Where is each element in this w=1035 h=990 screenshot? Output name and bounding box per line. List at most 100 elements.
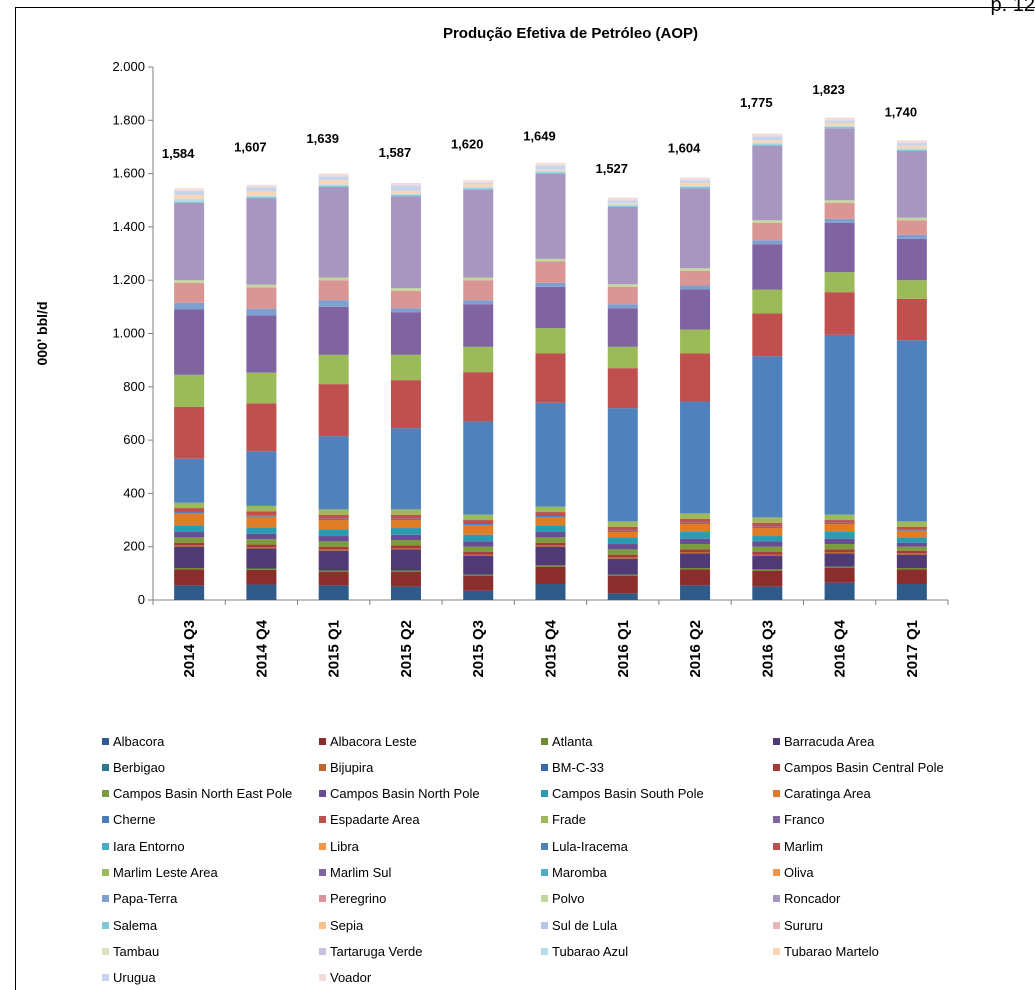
bar-segment [752,133,783,137]
bar-segment [535,169,566,171]
legend-label: Berbigao [113,759,166,775]
bar-segment [246,533,277,540]
bar-segment [607,532,638,538]
bar-segment [752,552,783,555]
bar-segment [463,574,494,577]
bar-segment [318,514,349,519]
bar-segment [607,197,638,201]
bar-segment [246,198,277,285]
legend-label: Tubarao Martelo [784,943,879,959]
bar-segment [896,584,927,600]
bar-segment [174,190,205,195]
bar-segment [463,182,494,185]
x-tick-label: 2016 Q2 [687,620,704,678]
bar-segment [463,546,494,553]
bar-segment [174,542,205,546]
y-axis-label: 000' bbl/d [34,301,50,365]
legend-label: Sepia [330,917,364,933]
legend-swatch [102,790,109,798]
bar-segment [318,306,349,355]
bar-segment [463,421,494,515]
legend-item: Sururu [773,914,1002,936]
legend-swatch [319,816,326,824]
bar-segment [246,515,277,517]
bar-segment [463,514,494,521]
legend-swatch [541,895,548,903]
bar-segment [752,222,783,241]
legend-item: Voador [319,967,541,989]
total-label: 1,639 [306,131,339,146]
bar-segment [607,558,638,575]
page-number: p. 12 [990,0,1035,16]
bar-segment [535,542,566,546]
bar-segment [390,182,421,186]
bar-segment [824,520,855,523]
bar-segment [174,585,205,600]
bar-segment [680,524,711,533]
bar-segment [824,218,855,223]
bar-segment [318,518,349,521]
bar-segment [824,538,855,545]
legend-label: Campos Basin Central Pole [784,759,944,775]
bar-segment [318,185,349,187]
bar-segment [680,552,711,554]
bar-segment [824,544,855,550]
bar-segment [752,142,783,145]
bar-segment [246,568,277,570]
bar-segment [824,125,855,127]
bar-segment [680,569,711,586]
legend-label: Maromba [552,864,607,880]
bar-segment [824,272,855,293]
bar-segment [752,145,783,221]
total-label: 1,740 [885,104,918,119]
legend-swatch [541,816,548,824]
bar-segment [390,380,421,429]
x-tick-label: 2015 Q1 [326,620,343,678]
x-tick-label: 2015 Q2 [398,620,415,678]
legend-item: Bijupira [319,756,541,778]
legend-label: Sul de Lula [552,917,618,933]
bar-segment [246,196,277,199]
bar-segment [752,526,783,529]
bar-segment [607,204,638,206]
bar-segment [680,538,711,545]
bar-segment [174,525,205,533]
bar-segment [824,334,855,515]
bar-segment [535,566,566,585]
bar-segment [463,541,494,547]
total-label: 1,587 [379,145,412,160]
legend-item: Frade [541,809,773,831]
bar-segment [390,572,421,587]
bar-segment [174,280,205,283]
legend-label: Campos Basin South Pole [552,786,704,802]
bar-segment [318,280,349,301]
bar-segment [752,554,783,557]
legend-item: Barracuda Area [773,730,1002,752]
bar-segment [174,568,205,570]
bar-segment [680,285,711,290]
bar-segment [318,520,349,530]
bar-segment [318,536,349,542]
legend-label: Oliva [784,864,814,880]
bar-segment [752,289,783,314]
legend-item: Atlanta [541,730,773,752]
bar-segment [752,536,783,542]
bar-segment [607,200,638,203]
bar-segment [752,220,783,223]
bar-segment [246,184,277,188]
legend-label: Salema [113,917,158,933]
bar-segment [896,140,927,143]
legend-swatch [319,974,326,982]
bar-segment [680,585,711,600]
bar-segment [607,549,638,555]
legend-item: Oliva [773,861,1002,883]
bar-segment [246,516,277,528]
bar-segment [896,340,927,522]
legend-label: Atlanta [552,733,593,749]
legend-swatch [541,868,548,876]
legend-item: Urugua [102,967,319,989]
bar-segment [463,520,494,525]
bar-segment [535,565,566,567]
legend-item: Lula-Iracema [541,835,773,857]
total-label: 1,620 [451,136,484,151]
